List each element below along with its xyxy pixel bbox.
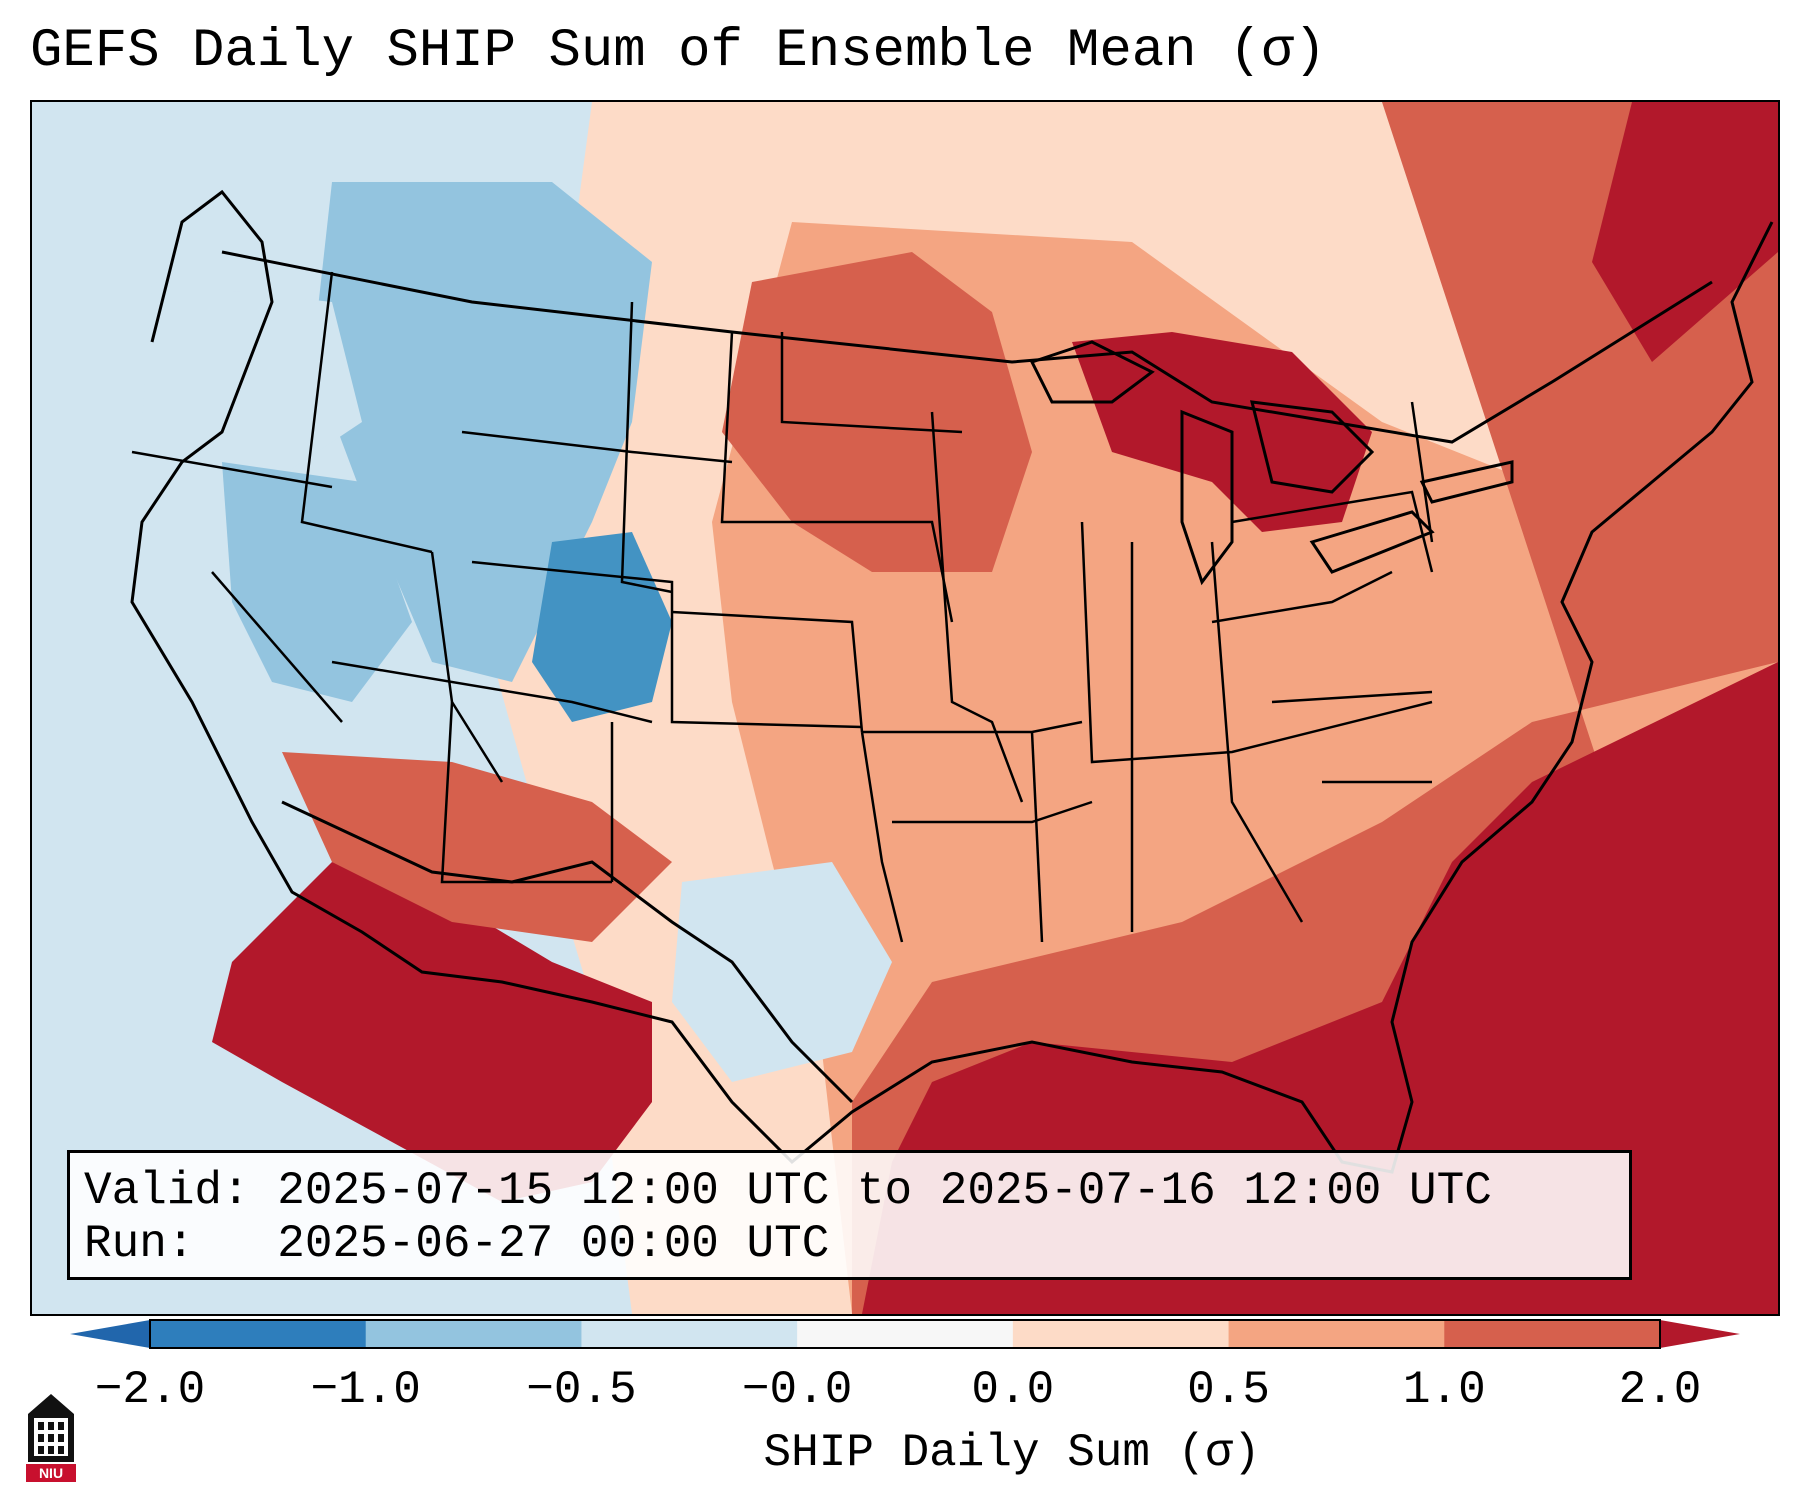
- run-time-text: Run: 2025-06-27 00:00 UTC: [84, 1218, 830, 1270]
- texas-cool: [672, 862, 892, 1082]
- colorbar-tick-label: 2.0: [1618, 1364, 1702, 1416]
- great-lakes-extreme: [1072, 332, 1372, 532]
- colorbar-tick-label: −0.0: [741, 1364, 853, 1416]
- great-lakes: [1029, 340, 1514, 586]
- colorbar-segment: [150, 1320, 367, 1348]
- colorbar-extend-low: [70, 1320, 150, 1348]
- us-canada-border: [221, 250, 1713, 444]
- colorbar-tick-label: 0.5: [1187, 1364, 1270, 1416]
- colorbar-segment: [365, 1320, 582, 1348]
- map-panel: [30, 100, 1780, 1316]
- niu-logo-icon: NIU: [26, 1394, 76, 1482]
- colorbar-label: SHIP Daily Sum (σ): [763, 1427, 1261, 1479]
- colorbar-segment: [1444, 1320, 1661, 1348]
- mexico-extreme: [212, 862, 652, 1202]
- colorbar-segments: [150, 1320, 1661, 1348]
- colorbar: [70, 1319, 1740, 1349]
- logo-text: NIU: [39, 1465, 63, 1481]
- colorbar-tick-label: 1.0: [1402, 1364, 1486, 1416]
- ship-map: [32, 102, 1778, 1314]
- state-boundaries: [131, 271, 1434, 943]
- colorbar-segment: [581, 1320, 798, 1348]
- colorbar-tick-label: 0.0: [971, 1364, 1055, 1416]
- valid-time-text: Valid: 2025-07-15 12:00 UTC to 2025-07-1…: [84, 1165, 1492, 1217]
- plains-hot: [722, 252, 1032, 572]
- great-basin-cool: [222, 462, 412, 702]
- map-title: GEFS Daily SHIP Sum of Ensemble Mean (σ): [30, 21, 1327, 82]
- colorbar-extend-high: [1660, 1320, 1740, 1348]
- northeast-extreme: [1592, 102, 1778, 362]
- us-coastline: [130, 189, 1774, 1174]
- us-mexico-border: [281, 800, 854, 1104]
- southwest-hot: [282, 752, 672, 942]
- pacific-northwest-cool: [142, 282, 362, 522]
- valid-run-box: Valid: 2025-07-15 12:00 UTC to 2025-07-1…: [67, 1150, 1632, 1280]
- colorbar-segment: [1012, 1320, 1230, 1348]
- colorbar-outline: [149, 1319, 1661, 1349]
- colorbar-tick-label: −2.0: [94, 1364, 206, 1416]
- colorbar-tick-label: −0.5: [526, 1364, 637, 1416]
- colorbar-segment: [797, 1320, 1014, 1348]
- colorbar-segment: [1228, 1320, 1445, 1348]
- colorbar-tick-label: −1.0: [310, 1364, 421, 1416]
